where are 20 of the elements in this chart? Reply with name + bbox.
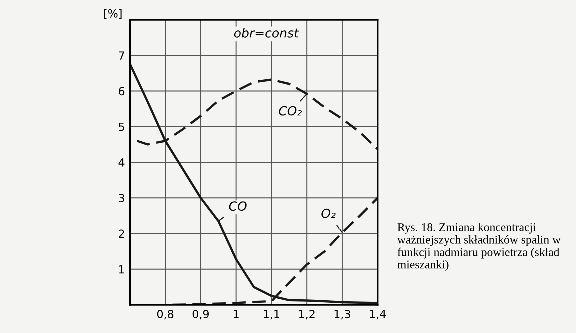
series-label: O₂ (322, 208, 336, 218)
annotation: obr=const (234, 28, 300, 38)
y-tick-label: 1 (119, 266, 124, 274)
y-tick-label: 3 (119, 194, 124, 203)
legend-label: CO₂ (279, 106, 302, 116)
y-tick-label: 7 (119, 52, 124, 60)
y-tick-label: 4 (118, 158, 125, 167)
x-tick-label: 0,9 (192, 310, 209, 320)
x-tick-label: 1,1 (264, 310, 280, 320)
x-tick-label: 1,2 (299, 310, 315, 320)
x-tick-label: 0,8 (157, 310, 174, 320)
x-tick-label: 1,4 (370, 310, 386, 320)
x-tick-label: 1,3 (334, 310, 350, 320)
y-tick-label: 5 (119, 122, 124, 132)
series-label: CO (229, 202, 247, 212)
y-axis-title: [%] (104, 9, 122, 20)
y-tick-label: 6 (119, 87, 125, 96)
x-tick-label: 1 (234, 310, 239, 318)
y-tick-label: 2 (119, 230, 124, 238)
text: Rys. 18. Zmiana koncentracji ważniejszych składników spalin w funkcji nadmiaru powietrza (skład mieszanki) (397, 223, 561, 272)
